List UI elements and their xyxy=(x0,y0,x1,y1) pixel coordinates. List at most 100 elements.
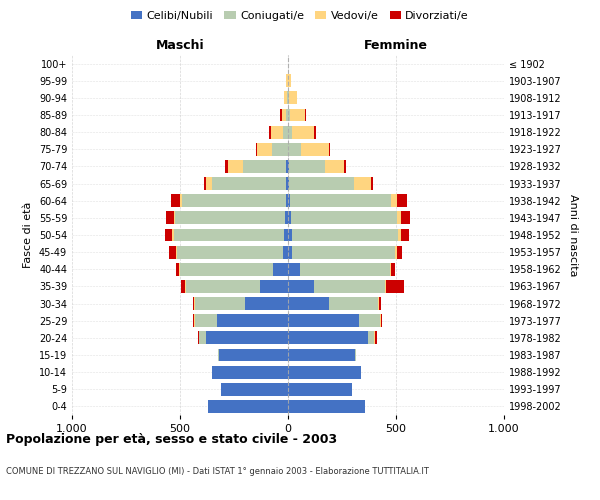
Bar xyxy=(380,314,381,327)
Bar xyxy=(288,246,292,258)
Bar xyxy=(305,108,307,122)
Bar xyxy=(286,177,288,190)
Bar xyxy=(272,143,288,156)
Bar xyxy=(397,246,403,258)
Bar xyxy=(397,212,401,224)
Bar xyxy=(371,177,373,190)
Y-axis label: Anni di nascita: Anni di nascita xyxy=(568,194,578,276)
Bar xyxy=(288,297,329,310)
Bar xyxy=(227,160,242,173)
Bar xyxy=(314,280,385,293)
Bar xyxy=(208,400,288,413)
Bar xyxy=(283,246,288,258)
Bar xyxy=(286,160,288,173)
Bar xyxy=(181,280,185,293)
Bar xyxy=(397,194,407,207)
Bar xyxy=(226,160,227,173)
Bar xyxy=(376,332,377,344)
Bar xyxy=(288,108,290,122)
Bar xyxy=(401,212,410,224)
Bar xyxy=(288,348,355,362)
Bar xyxy=(199,332,206,344)
Bar xyxy=(221,383,288,396)
Bar xyxy=(195,314,217,327)
Bar xyxy=(391,194,397,207)
Bar xyxy=(245,297,288,310)
Text: Popolazione per età, sesso e stato civile - 2003: Popolazione per età, sesso e stato civil… xyxy=(6,432,337,446)
Bar xyxy=(288,74,291,87)
Bar xyxy=(193,314,194,327)
Bar xyxy=(285,212,288,224)
Bar xyxy=(288,194,290,207)
Bar xyxy=(288,228,292,241)
Bar xyxy=(176,263,179,276)
Bar xyxy=(169,246,176,258)
Bar xyxy=(173,228,284,241)
Bar xyxy=(289,92,296,104)
Bar xyxy=(290,108,305,122)
Bar xyxy=(288,332,368,344)
Bar xyxy=(354,177,371,190)
Bar xyxy=(177,246,283,258)
Bar xyxy=(187,280,260,293)
Bar xyxy=(219,348,288,362)
Bar xyxy=(286,108,288,122)
Bar xyxy=(193,297,194,310)
Bar xyxy=(381,314,382,327)
Bar xyxy=(182,194,286,207)
Bar xyxy=(194,297,195,310)
Bar xyxy=(286,74,287,87)
Bar xyxy=(176,246,177,258)
Bar xyxy=(271,126,283,138)
Bar xyxy=(218,348,219,362)
Bar xyxy=(391,263,395,276)
Bar xyxy=(389,263,391,276)
Bar xyxy=(180,263,273,276)
Bar xyxy=(386,280,404,293)
Bar xyxy=(175,212,285,224)
Bar xyxy=(288,160,289,173)
Bar xyxy=(180,194,182,207)
Bar xyxy=(269,126,271,138)
Bar xyxy=(329,143,330,156)
Bar xyxy=(377,297,379,310)
Bar xyxy=(185,280,187,293)
Bar xyxy=(212,177,286,190)
Bar xyxy=(395,246,397,258)
Bar xyxy=(288,366,361,378)
Bar xyxy=(217,314,288,327)
Bar xyxy=(172,194,180,207)
Bar xyxy=(344,160,346,173)
Bar xyxy=(374,332,376,344)
Bar xyxy=(301,143,329,156)
Bar xyxy=(289,177,354,190)
Bar xyxy=(206,177,212,190)
Bar xyxy=(288,143,301,156)
Bar xyxy=(288,92,289,104)
Bar xyxy=(289,160,325,173)
Bar xyxy=(195,297,245,310)
Bar xyxy=(179,263,180,276)
Bar xyxy=(291,212,397,224)
Bar xyxy=(280,108,281,122)
Bar xyxy=(173,212,175,224)
Bar xyxy=(260,280,288,293)
Bar xyxy=(284,92,287,104)
Bar xyxy=(166,212,173,224)
Bar xyxy=(287,92,288,104)
Bar xyxy=(292,126,314,138)
Bar xyxy=(286,194,288,207)
Bar xyxy=(290,194,391,207)
Bar xyxy=(401,228,409,241)
Bar xyxy=(204,177,206,190)
Bar xyxy=(194,314,195,327)
Bar xyxy=(281,108,286,122)
Bar xyxy=(273,263,288,276)
Bar xyxy=(288,280,314,293)
Bar xyxy=(256,143,257,156)
Bar xyxy=(385,280,386,293)
Bar xyxy=(314,126,316,138)
Text: Maschi: Maschi xyxy=(155,38,205,52)
Y-axis label: Fasce di età: Fasce di età xyxy=(23,202,33,268)
Bar xyxy=(368,332,374,344)
